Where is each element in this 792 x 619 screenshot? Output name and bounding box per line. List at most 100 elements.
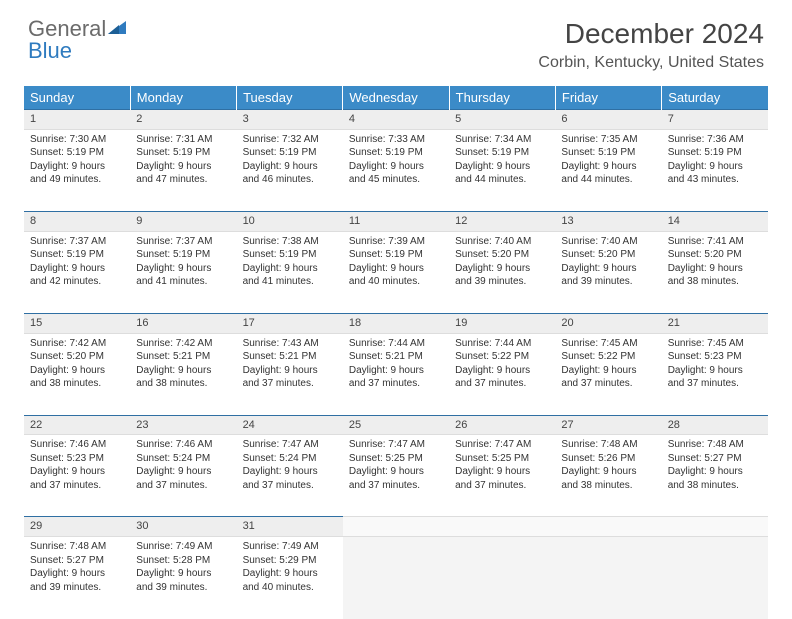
sunrise-text: Sunrise: 7:35 AM [561, 133, 655, 147]
daylight-text: Daylight: 9 hours and 38 minutes. [561, 465, 655, 492]
day-cell: Sunrise: 7:39 AMSunset: 5:19 PMDaylight:… [343, 231, 449, 313]
day-number-cell: 15 [24, 313, 130, 333]
sunrise-text: Sunrise: 7:49 AM [243, 540, 337, 554]
sunset-text: Sunset: 5:19 PM [349, 248, 443, 262]
day-body-row: Sunrise: 7:42 AMSunset: 5:20 PMDaylight:… [24, 333, 768, 415]
day-cell: Sunrise: 7:45 AMSunset: 5:23 PMDaylight:… [662, 333, 768, 415]
sunrise-text: Sunrise: 7:47 AM [455, 438, 549, 452]
day-cell [662, 537, 768, 619]
day-number-cell: 29 [24, 517, 130, 537]
logo-word2: Blue [28, 40, 128, 62]
day-number-cell: 12 [449, 211, 555, 231]
sunset-text: Sunset: 5:24 PM [136, 452, 230, 466]
sunset-text: Sunset: 5:25 PM [455, 452, 549, 466]
day-number-cell: 28 [662, 415, 768, 435]
day-body-row: Sunrise: 7:37 AMSunset: 5:19 PMDaylight:… [24, 231, 768, 313]
weekday-header: Friday [555, 86, 661, 110]
logo-word1: General [28, 18, 106, 40]
day-number-cell [449, 517, 555, 537]
day-body-row: Sunrise: 7:46 AMSunset: 5:23 PMDaylight:… [24, 435, 768, 517]
day-number-cell: 5 [449, 110, 555, 130]
day-number-cell: 11 [343, 211, 449, 231]
sunrise-text: Sunrise: 7:45 AM [561, 337, 655, 351]
sunset-text: Sunset: 5:20 PM [30, 350, 124, 364]
logo-sail-icon [108, 16, 128, 38]
day-number-cell: 27 [555, 415, 661, 435]
sunrise-text: Sunrise: 7:30 AM [30, 133, 124, 147]
sunrise-text: Sunrise: 7:43 AM [243, 337, 337, 351]
day-cell: Sunrise: 7:35 AMSunset: 5:19 PMDaylight:… [555, 129, 661, 211]
day-number-row: 22232425262728 [24, 415, 768, 435]
day-cell: Sunrise: 7:33 AMSunset: 5:19 PMDaylight:… [343, 129, 449, 211]
day-cell: Sunrise: 7:45 AMSunset: 5:22 PMDaylight:… [555, 333, 661, 415]
daylight-text: Daylight: 9 hours and 37 minutes. [668, 364, 762, 391]
title-block: December 2024 Corbin, Kentucky, United S… [538, 18, 764, 72]
day-cell: Sunrise: 7:40 AMSunset: 5:20 PMDaylight:… [449, 231, 555, 313]
day-number-cell: 13 [555, 211, 661, 231]
sunrise-text: Sunrise: 7:47 AM [349, 438, 443, 452]
day-number-cell: 16 [130, 313, 236, 333]
sunset-text: Sunset: 5:19 PM [455, 146, 549, 160]
daylight-text: Daylight: 9 hours and 38 minutes. [30, 364, 124, 391]
sunset-text: Sunset: 5:19 PM [243, 248, 337, 262]
sunrise-text: Sunrise: 7:47 AM [243, 438, 337, 452]
day-number-cell: 2 [130, 110, 236, 130]
day-number-cell: 9 [130, 211, 236, 231]
day-number-cell: 21 [662, 313, 768, 333]
day-cell: Sunrise: 7:37 AMSunset: 5:19 PMDaylight:… [24, 231, 130, 313]
weekday-header: Monday [130, 86, 236, 110]
daylight-text: Daylight: 9 hours and 43 minutes. [668, 160, 762, 187]
day-number-cell: 1 [24, 110, 130, 130]
day-cell [343, 537, 449, 619]
day-cell: Sunrise: 7:48 AMSunset: 5:26 PMDaylight:… [555, 435, 661, 517]
sunrise-text: Sunrise: 7:38 AM [243, 235, 337, 249]
daylight-text: Daylight: 9 hours and 49 minutes. [30, 160, 124, 187]
day-number-cell [662, 517, 768, 537]
daylight-text: Daylight: 9 hours and 41 minutes. [136, 262, 230, 289]
day-cell: Sunrise: 7:44 AMSunset: 5:22 PMDaylight:… [449, 333, 555, 415]
day-cell: Sunrise: 7:48 AMSunset: 5:27 PMDaylight:… [662, 435, 768, 517]
daylight-text: Daylight: 9 hours and 37 minutes. [455, 465, 549, 492]
day-cell: Sunrise: 7:46 AMSunset: 5:24 PMDaylight:… [130, 435, 236, 517]
sunrise-text: Sunrise: 7:32 AM [243, 133, 337, 147]
day-number-cell: 4 [343, 110, 449, 130]
day-number-cell: 7 [662, 110, 768, 130]
sunrise-text: Sunrise: 7:33 AM [349, 133, 443, 147]
day-cell: Sunrise: 7:49 AMSunset: 5:28 PMDaylight:… [130, 537, 236, 619]
day-cell: Sunrise: 7:47 AMSunset: 5:24 PMDaylight:… [237, 435, 343, 517]
day-cell [555, 537, 661, 619]
day-number-row: 891011121314 [24, 211, 768, 231]
sunrise-text: Sunrise: 7:46 AM [136, 438, 230, 452]
day-cell: Sunrise: 7:34 AMSunset: 5:19 PMDaylight:… [449, 129, 555, 211]
day-cell: Sunrise: 7:38 AMSunset: 5:19 PMDaylight:… [237, 231, 343, 313]
daylight-text: Daylight: 9 hours and 40 minutes. [243, 567, 337, 594]
day-cell: Sunrise: 7:36 AMSunset: 5:19 PMDaylight:… [662, 129, 768, 211]
sunrise-text: Sunrise: 7:48 AM [561, 438, 655, 452]
sunrise-text: Sunrise: 7:31 AM [136, 133, 230, 147]
day-body-row: Sunrise: 7:48 AMSunset: 5:27 PMDaylight:… [24, 537, 768, 619]
weekday-header: Thursday [449, 86, 555, 110]
sunset-text: Sunset: 5:29 PM [243, 554, 337, 568]
day-number-cell [555, 517, 661, 537]
sunrise-text: Sunrise: 7:37 AM [30, 235, 124, 249]
daylight-text: Daylight: 9 hours and 46 minutes. [243, 160, 337, 187]
daylight-text: Daylight: 9 hours and 37 minutes. [455, 364, 549, 391]
day-cell: Sunrise: 7:44 AMSunset: 5:21 PMDaylight:… [343, 333, 449, 415]
sunset-text: Sunset: 5:24 PM [243, 452, 337, 466]
sunset-text: Sunset: 5:23 PM [30, 452, 124, 466]
sunrise-text: Sunrise: 7:45 AM [668, 337, 762, 351]
sunrise-text: Sunrise: 7:46 AM [30, 438, 124, 452]
sunset-text: Sunset: 5:19 PM [136, 248, 230, 262]
sunset-text: Sunset: 5:20 PM [668, 248, 762, 262]
sunset-text: Sunset: 5:26 PM [561, 452, 655, 466]
daylight-text: Daylight: 9 hours and 37 minutes. [243, 364, 337, 391]
sunrise-text: Sunrise: 7:42 AM [30, 337, 124, 351]
sunrise-text: Sunrise: 7:49 AM [136, 540, 230, 554]
day-number-cell: 30 [130, 517, 236, 537]
weekday-header: Saturday [662, 86, 768, 110]
day-number-cell: 18 [343, 313, 449, 333]
day-number-cell: 26 [449, 415, 555, 435]
sunset-text: Sunset: 5:19 PM [668, 146, 762, 160]
day-cell: Sunrise: 7:31 AMSunset: 5:19 PMDaylight:… [130, 129, 236, 211]
day-cell: Sunrise: 7:42 AMSunset: 5:20 PMDaylight:… [24, 333, 130, 415]
